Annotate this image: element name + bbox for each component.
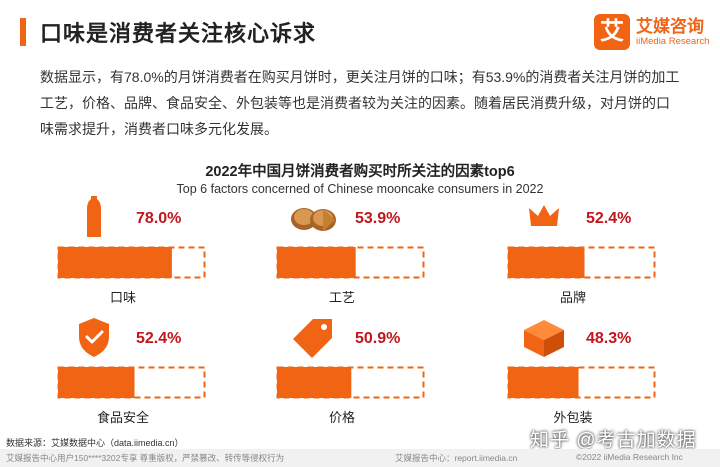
- bottle-icon: [87, 196, 101, 237]
- summary-paragraph: 数据显示，有78.0%的月饼消费者在购买月饼时，更关注月饼的口味；有53.9%的…: [40, 69, 680, 137]
- bar-fill: [277, 247, 356, 278]
- footer-copyright-note: 艾媒报告中心用户150****3202专享 尊重版权，严禁篡改、转传等侵权行为: [6, 453, 285, 463]
- bar-fill: [58, 247, 172, 278]
- category-label: 品牌: [560, 290, 586, 305]
- value-label: 78.0%: [136, 210, 181, 227]
- factor-panel: 52.4% 品牌: [507, 205, 656, 305]
- factor-panel: 52.4% 食品安全: [57, 318, 206, 425]
- value-label: 52.4%: [136, 330, 181, 347]
- shield-check-icon: [79, 318, 109, 357]
- category-label: 食品安全: [97, 410, 149, 425]
- factor-panel: 53.9% 工艺: [276, 208, 425, 305]
- value-label: 50.9%: [355, 330, 400, 347]
- footer-bar: 艾媒报告中心用户150****3202专享 尊重版权，严禁篡改、转传等侵权行为 …: [0, 449, 720, 467]
- zhihu-watermark: 知乎 @考古加数据: [530, 430, 697, 451]
- mooncake-icon: [291, 208, 336, 231]
- factor-panel: 78.0% 口味: [57, 196, 206, 305]
- bar-fill: [508, 247, 585, 278]
- value-label: 53.9%: [355, 210, 400, 227]
- footer-rights: ©2022 iiMedia Research Inc: [576, 452, 683, 462]
- factor-panel: 48.3% 外包装: [507, 320, 656, 425]
- logo-cn-text: 艾媒咨询: [636, 17, 704, 36]
- chart-subtitle: Top 6 factors concerned of Chinese moonc…: [176, 182, 544, 196]
- crown-icon: [529, 205, 559, 226]
- value-label: 52.4%: [586, 210, 631, 227]
- title-accent-bar: [20, 18, 26, 46]
- category-label: 外包装: [553, 410, 592, 425]
- footer-site: 艾媒报告中心：report.iimedia.cn: [395, 453, 518, 463]
- logo-en-text: iiMedia Research: [636, 36, 710, 47]
- bar-fill: [58, 367, 135, 398]
- package-box-icon: [524, 320, 564, 357]
- category-label: 口味: [110, 290, 136, 305]
- page-title: 口味是消费者关注核心诉求: [40, 21, 317, 46]
- data-source: 数据来源：艾媒数据中心（data.iimedia.cn）: [6, 438, 184, 448]
- price-tag-icon: [293, 319, 332, 358]
- bar-fill: [508, 367, 579, 398]
- value-label: 48.3%: [586, 330, 631, 347]
- bar-fill: [277, 367, 352, 398]
- logo-mark: 艾: [594, 14, 630, 50]
- chart-title: 2022年中国月饼消费者购买时所关注的因素top6: [205, 164, 515, 180]
- bar-track: [507, 366, 656, 399]
- category-label: 价格: [329, 410, 355, 425]
- category-label: 工艺: [329, 290, 355, 305]
- iimedia-logo: 艾 艾媒咨询 iiMedia Research: [594, 10, 710, 54]
- factor-panel: 50.9% 价格: [276, 319, 425, 425]
